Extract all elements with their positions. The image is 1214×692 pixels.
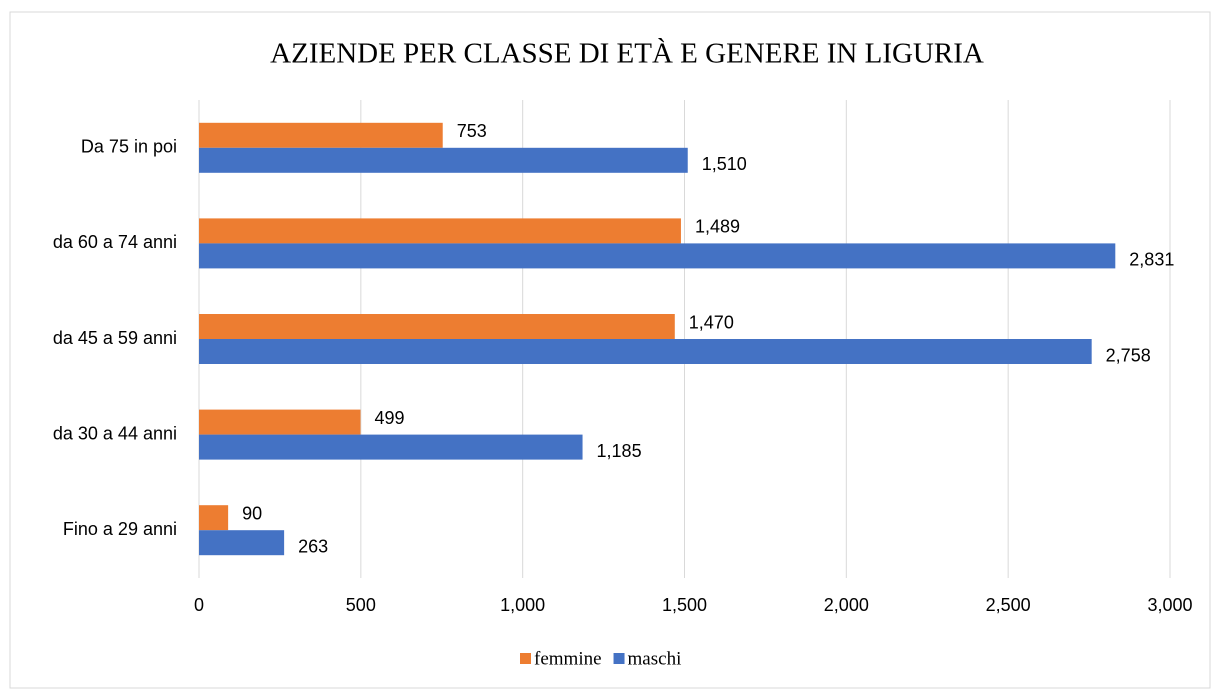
x-tick-label: 0 — [194, 595, 204, 615]
value-label: 263 — [298, 536, 328, 556]
legend-swatch — [520, 653, 531, 664]
value-label: 499 — [375, 408, 405, 428]
value-label: 753 — [457, 121, 487, 141]
bar — [199, 218, 681, 244]
x-tick-label: 2,000 — [824, 595, 869, 615]
value-label: 1,489 — [695, 217, 740, 237]
legend-label: maschi — [628, 648, 682, 669]
bar — [199, 122, 443, 148]
y-tick-label: da 60 a 74 anni — [53, 232, 177, 252]
y-tick-label: da 45 a 59 anni — [53, 328, 177, 348]
legend-label: femmine — [534, 648, 602, 669]
bar — [199, 314, 675, 339]
value-label: 2,831 — [1129, 250, 1174, 270]
bar — [199, 505, 229, 531]
chart-title: AZIENDE PER CLASSE DI ETÀ E GENERE IN LI… — [270, 37, 984, 70]
x-tick-label: 1,000 — [500, 595, 545, 615]
bar — [199, 409, 361, 435]
y-tick-label: da 30 a 44 anni — [53, 423, 177, 443]
bar — [199, 530, 285, 556]
value-label: 1,470 — [689, 312, 734, 332]
legend-swatch — [613, 653, 625, 664]
x-tick-label: 3,000 — [1147, 595, 1192, 615]
value-label: 90 — [242, 503, 262, 523]
bar — [199, 243, 1116, 269]
value-label: 1,510 — [702, 154, 747, 174]
y-tick-label: Da 75 in poi — [81, 137, 177, 157]
x-tick-label: 1,500 — [662, 595, 707, 615]
value-label: 1,185 — [597, 441, 642, 461]
value-label: 2,758 — [1106, 345, 1151, 365]
y-tick-label: Fino a 29 anni — [63, 519, 177, 539]
x-tick-label: 2,500 — [986, 595, 1031, 615]
x-tick-label: 500 — [346, 595, 376, 615]
bar — [199, 434, 583, 460]
bar — [199, 339, 1092, 364]
bar — [199, 147, 688, 173]
